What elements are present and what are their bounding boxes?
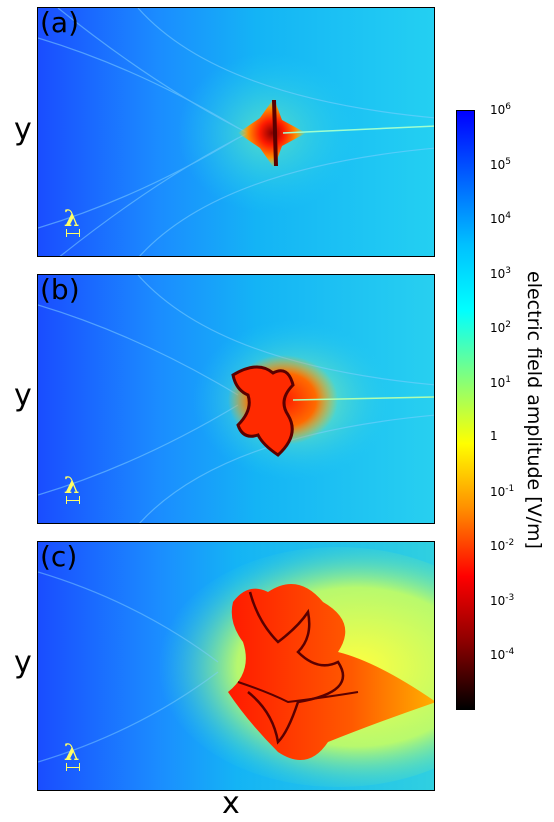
colorbar-tick-label: 102 [490, 320, 512, 336]
panel-b: (b) λ [37, 274, 435, 524]
lambda-scale-bar-a [66, 229, 80, 237]
colorbar-tick-label: 103 [490, 265, 512, 281]
colorbar-tick-label: 105 [490, 156, 512, 172]
lambda-symbol-c: λ [64, 740, 80, 766]
colorbar-tick-label: 104 [490, 211, 512, 227]
panel-label-c: (c) [40, 541, 78, 573]
panel-a: (a) λ [37, 7, 435, 257]
colorbar-tick-label: 10-2 [490, 538, 515, 554]
colorbar-title: electric field amplitude [V/m] [523, 271, 545, 549]
y-axis-label-b: y [14, 378, 32, 413]
colorbar-tick-label: 10-1 [490, 483, 515, 499]
field-map-c [38, 542, 434, 790]
panel-label-a: (a) [40, 7, 80, 39]
field-map-a [38, 8, 434, 256]
y-axis-label-c: y [14, 645, 32, 680]
colorbar-tick-label: 106 [490, 102, 512, 117]
field-map-b [38, 275, 434, 523]
panel-c: (c) λ [37, 541, 435, 791]
colorbar-tick-label: 1 [490, 429, 498, 444]
y-axis-label-a: y [14, 112, 32, 147]
x-axis-label: x [222, 786, 240, 821]
colorbar [456, 110, 475, 710]
colorbar-tick-label: 10-3 [490, 592, 515, 608]
lambda-scale-bar-c [66, 763, 80, 771]
lambda-scale-bar-b [66, 496, 80, 504]
lambda-symbol-b: λ [64, 473, 80, 499]
panel-label-b: (b) [40, 274, 80, 306]
colorbar-tick-label: 101 [490, 374, 512, 390]
lambda-symbol-a: λ [64, 206, 80, 232]
colorbar-tick-label: 10-4 [490, 647, 515, 663]
